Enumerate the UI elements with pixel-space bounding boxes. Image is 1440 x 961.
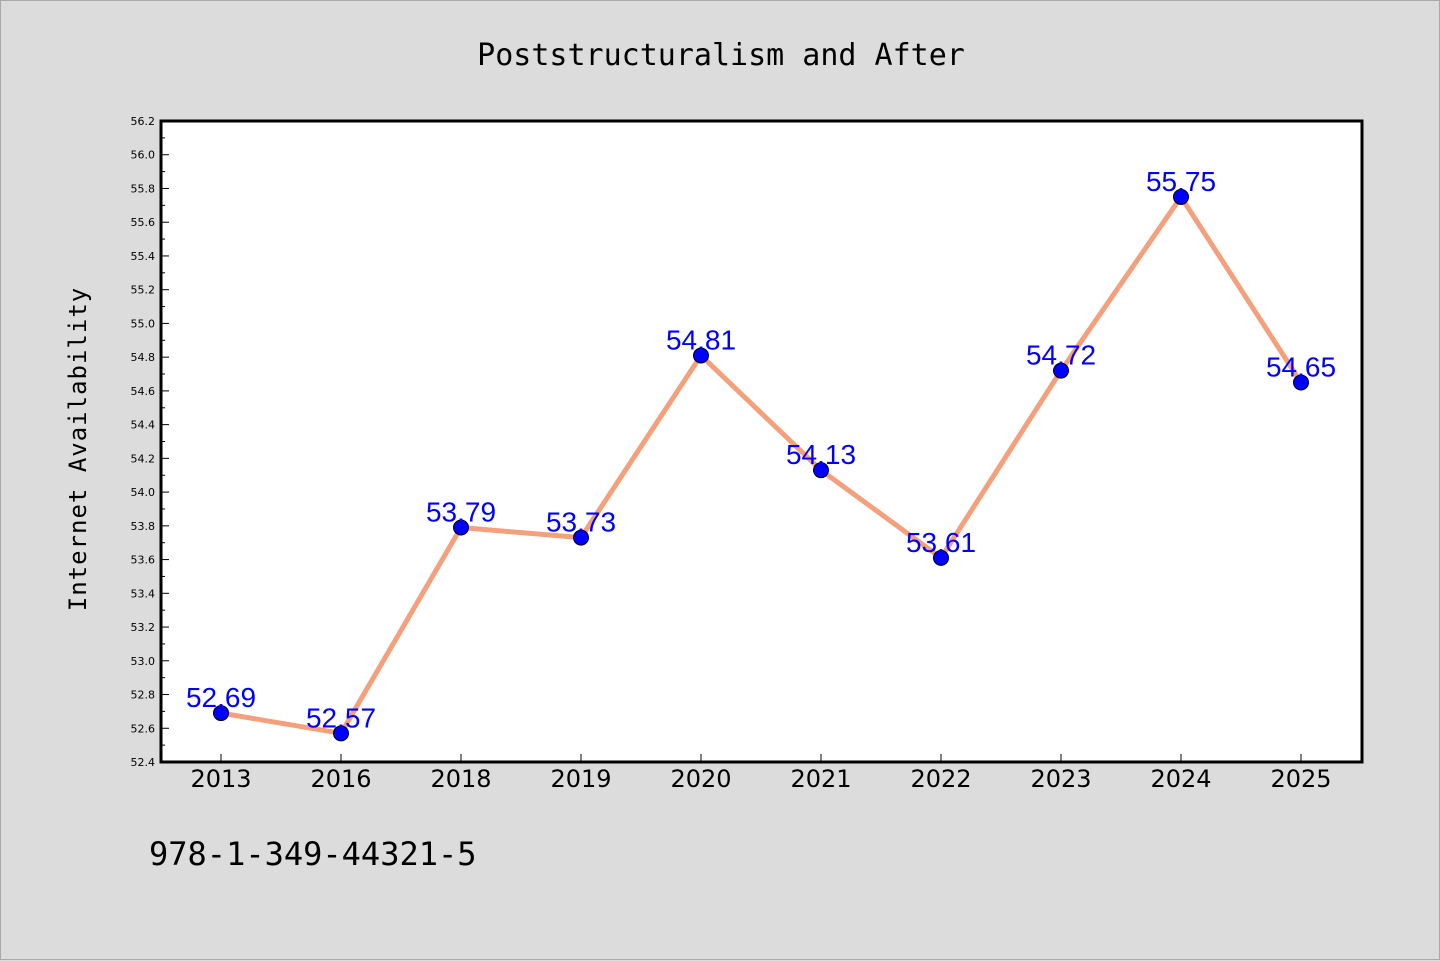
data-point (933, 549, 949, 566)
y-tick-label: 52.4 (131, 756, 156, 769)
data-point (453, 519, 469, 536)
y-tick-label: 54.2 (131, 452, 156, 465)
data-label: 54.81 (666, 324, 736, 355)
y-tick-label: 56.0 (131, 149, 156, 162)
y-tick-label: 52.8 (131, 689, 156, 702)
data-point (693, 347, 709, 364)
data-label: 52.69 (186, 682, 256, 713)
y-tick-label: 56.2 (131, 115, 156, 128)
y-axis-label: Internet Availability (64, 287, 92, 611)
y-tick-label: 55.6 (131, 216, 156, 229)
x-tick-label: 2020 (670, 765, 731, 793)
x-axis: 2013 2016 2018 2019 2020 2021 2022 2023 2024 2025 (190, 754, 1332, 793)
y-axis: 52.4 52.6 52.8 53.0 53.2 53.4 53.6 53.8 54.0 54.2… (131, 115, 169, 769)
data-label: 54.65 (1266, 351, 1336, 382)
isbn-label: 978-1-349-44321-5 (149, 835, 477, 873)
y-tick-label: 54.4 (131, 419, 156, 432)
data-label: 53.79 (426, 497, 496, 528)
data-point (813, 462, 829, 479)
chart-title: Poststructuralism and After (477, 38, 965, 73)
data-label: 52.57 (306, 702, 376, 733)
x-tick-label: 2013 (190, 765, 251, 793)
x-tick-label: 2024 (1150, 765, 1211, 793)
y-tick-label: 55.2 (131, 284, 156, 297)
data-label: 54.72 (1026, 340, 1096, 371)
data-label: 53.61 (906, 527, 976, 558)
x-tick-label: 2019 (550, 765, 611, 793)
y-tick-label: 53.6 (131, 554, 156, 567)
data-point (333, 725, 349, 742)
y-tick-label: 54.8 (131, 351, 156, 364)
data-label: 53.73 (546, 507, 616, 538)
y-tick-label: 54.6 (131, 385, 156, 398)
data-point (213, 705, 229, 722)
data-label: 55.75 (1146, 166, 1216, 197)
y-tick-label: 55.8 (131, 182, 156, 195)
series-line (218, 194, 1304, 736)
y-tick-label: 53.4 (131, 587, 156, 600)
data-labels: 52.69 52.57 53.79 53.73 54.81 54.13 53.61 54.72… (186, 166, 1336, 733)
x-tick-label: 2018 (430, 765, 491, 793)
x-tick-label: 2016 (310, 765, 371, 793)
data-point (1053, 362, 1069, 379)
data-point (1173, 188, 1189, 205)
y-tick-label: 55.4 (131, 250, 156, 263)
series-layer (213, 188, 1309, 742)
y-tick-label: 55.0 (131, 317, 156, 330)
y-tick-label: 53.8 (131, 520, 156, 533)
y-tick-label: 52.6 (131, 722, 156, 735)
x-tick-label: 2022 (910, 765, 971, 793)
y-tick-label: 54.0 (131, 486, 156, 499)
data-point (1293, 374, 1309, 391)
y-tick-label: 53.0 (131, 655, 156, 668)
y-tick-label: 53.2 (131, 621, 156, 634)
data-point (573, 529, 589, 546)
plot-area (159, 119, 1364, 764)
x-tick-label: 2023 (1030, 765, 1091, 793)
x-tick-label: 2021 (790, 765, 851, 793)
data-label: 54.13 (786, 439, 856, 470)
x-tick-label: 2025 (1270, 765, 1331, 793)
